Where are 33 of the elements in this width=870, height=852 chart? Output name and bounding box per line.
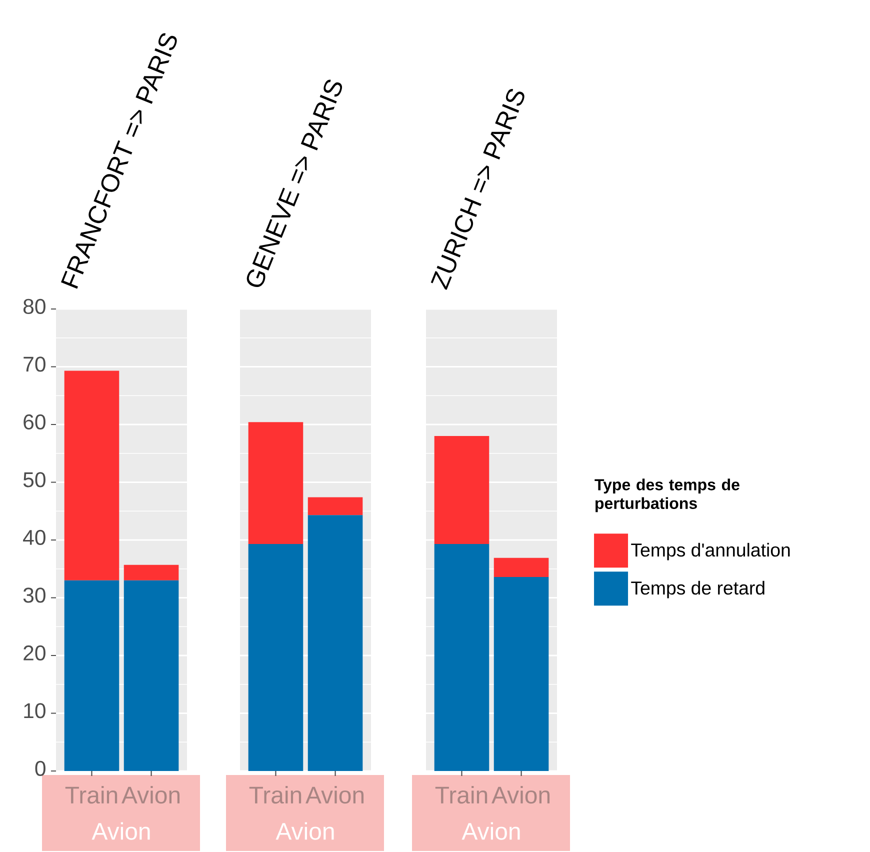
y-tick-label: 10 <box>24 703 46 718</box>
legend-label: Temps de retard <box>631 580 764 598</box>
y-tick-label: 50 <box>23 472 46 488</box>
x-tick-label: Avion <box>492 786 550 804</box>
y-tick-label: 60 <box>24 414 46 430</box>
bar <box>64 580 120 771</box>
x-axis-title: Avion <box>462 822 520 840</box>
bar <box>308 497 363 516</box>
bar <box>64 370 120 580</box>
x-tick-label: Avion <box>306 786 364 804</box>
x-axis-title: Avion <box>276 822 334 840</box>
y-tick-label: 40 <box>23 530 46 545</box>
bar <box>248 544 304 771</box>
y-tick-label: 20 <box>24 645 46 660</box>
bar <box>494 576 549 771</box>
bar <box>434 544 490 771</box>
x-tick-label: Train <box>65 786 118 804</box>
legend-title: Type des temps de perturbations <box>594 478 740 512</box>
legend-label: Temps d'annulation <box>631 542 790 560</box>
bar <box>494 558 549 577</box>
y-tick-label: 80 <box>23 298 46 314</box>
x-tick-label: Train <box>435 786 488 804</box>
bar <box>248 422 304 544</box>
x-tick-label: Train <box>249 786 302 804</box>
y-tick-label: 0 <box>35 760 46 776</box>
bar <box>124 580 179 771</box>
bar <box>308 515 363 771</box>
x-tick-label: Avion <box>122 786 180 804</box>
x-axis-title: Avion <box>92 822 150 840</box>
bar <box>434 436 490 544</box>
y-tick-label: 70 <box>24 356 46 372</box>
bar <box>124 564 179 580</box>
y-tick-label: 30 <box>23 588 46 603</box>
